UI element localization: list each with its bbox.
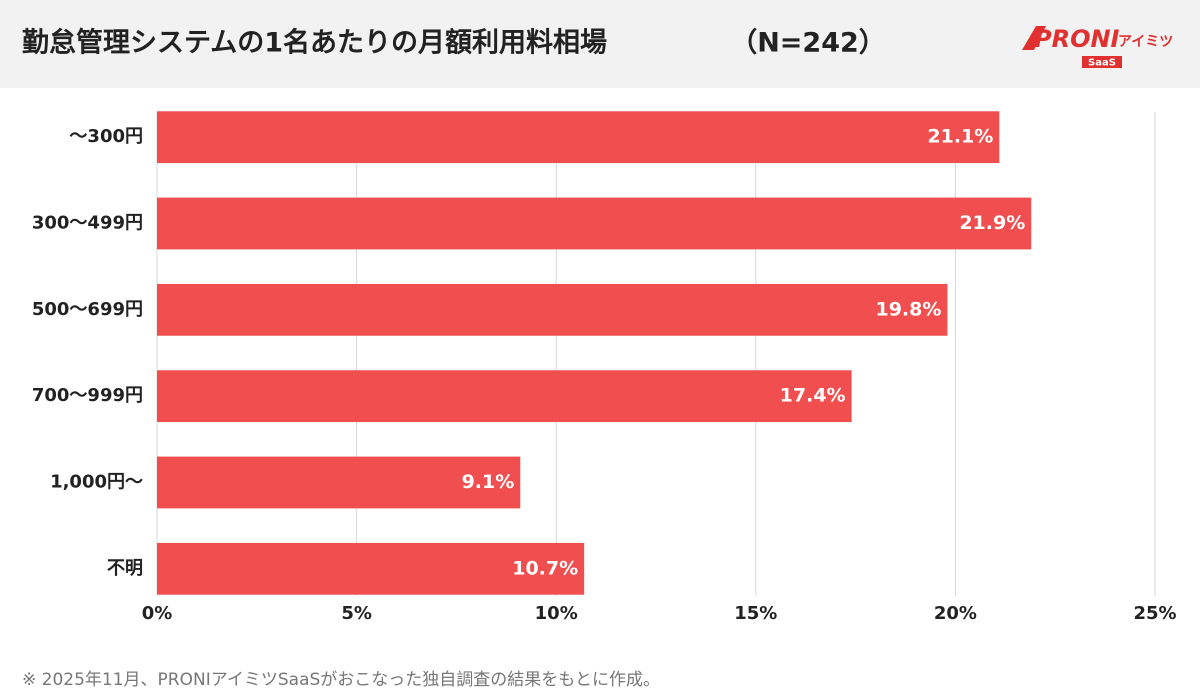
value-label: 19.8% xyxy=(875,298,941,320)
chart-subtitle: （N=242） xyxy=(730,28,886,59)
x-tick-label: 20% xyxy=(934,603,977,624)
footnote: ※ 2025年11月、PRONIアイミツSaaSがおこなった独自調査の結果をもと… xyxy=(22,670,660,690)
x-tick-label: 15% xyxy=(734,603,777,624)
y-tick-label: 500～699円 xyxy=(32,299,143,320)
y-tick-label: 1,000円～ xyxy=(50,472,143,493)
value-label: 10.7% xyxy=(512,557,578,579)
logo: PRONI アイミツ SaaS xyxy=(1022,25,1173,69)
x-tick-label: 5% xyxy=(341,603,372,624)
bar xyxy=(157,542,585,595)
y-tick-label: 300～499円 xyxy=(32,213,143,234)
y-tick-label: 700～999円 xyxy=(32,385,143,406)
logo-brand: PRONI xyxy=(1034,25,1120,53)
x-tick-label: 0% xyxy=(142,603,173,624)
logo-badge: SaaS xyxy=(1088,58,1116,69)
logo-icon xyxy=(1022,26,1046,50)
logo-badge-bg xyxy=(1082,56,1122,68)
header-band xyxy=(0,0,1200,88)
bar xyxy=(157,370,852,423)
value-label: 21.9% xyxy=(959,212,1025,234)
bar xyxy=(157,456,521,509)
value-label: 9.1% xyxy=(462,471,515,493)
value-label: 21.1% xyxy=(927,126,993,148)
y-tick-label: 不明 xyxy=(107,558,143,579)
x-tick-label: 25% xyxy=(1133,603,1176,624)
chart-title: 勤怠管理システムの1名あたりの月額利用料相場 xyxy=(22,27,607,59)
x-tick-label: 10% xyxy=(535,603,578,624)
value-label: 17.4% xyxy=(780,385,846,407)
y-tick-label: ～300円 xyxy=(69,126,143,147)
bar xyxy=(157,111,1000,164)
logo-sub: アイミツ xyxy=(1118,34,1173,50)
bar xyxy=(157,197,1032,250)
bar xyxy=(157,283,948,336)
